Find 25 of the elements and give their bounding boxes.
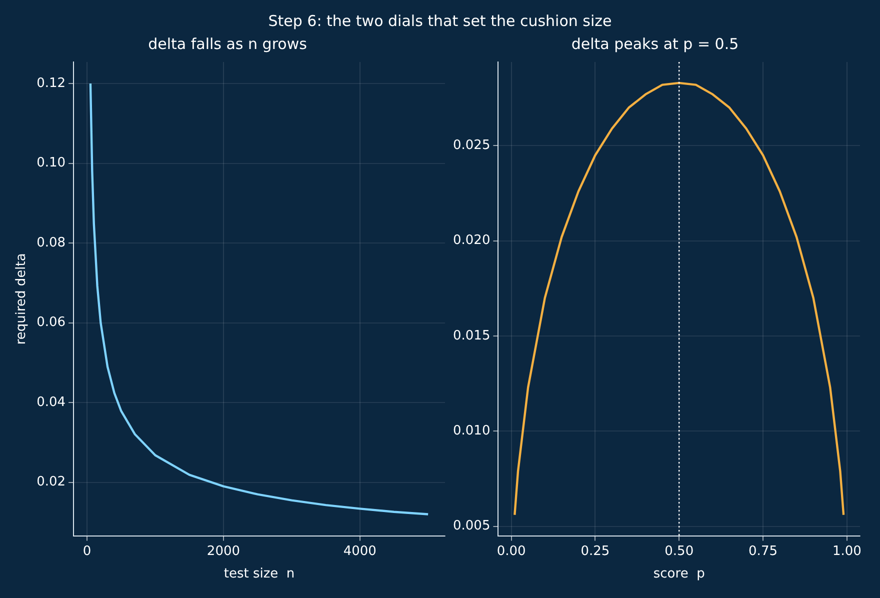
x-tick-label: 4000	[343, 544, 376, 559]
y-tick-label: 0.015	[453, 328, 490, 344]
x-tick-label: 0	[82, 544, 92, 559]
y-tick-label: 0.04	[36, 394, 66, 410]
y-tick-label: 0.025	[453, 138, 490, 154]
x-tick-label: 0.75	[748, 544, 778, 559]
y-tick-label: 0.010	[453, 424, 490, 439]
y-tick-label: 0.005	[453, 518, 490, 534]
chart-title: delta peaks at p = 0.5	[571, 34, 739, 53]
x-tick-label: 0.50	[664, 544, 694, 559]
x-tick-label: 0.25	[580, 544, 610, 559]
x-tick-label: 1.00	[832, 544, 862, 559]
x-tick-label: 0.00	[496, 544, 526, 559]
x-axis-title: test size n	[224, 566, 295, 582]
y-tick-label: 0.06	[36, 315, 66, 330]
y-tick-label: 0.10	[36, 156, 66, 171]
chart-title: delta falls as n grows	[148, 34, 308, 53]
y-tick-label: 0.02	[36, 474, 66, 490]
y-tick-label: 0.12	[36, 76, 66, 91]
x-axis-title: score p	[653, 566, 705, 582]
text: Step 6: the two dials that set the cushion size	[267, 12, 613, 30]
y-tick-label: 0.020	[453, 233, 490, 248]
y-tick-label: 0.08	[36, 235, 66, 250]
y-axis-title: required delta	[14, 253, 30, 345]
x-tick-label: 2000	[206, 544, 240, 559]
